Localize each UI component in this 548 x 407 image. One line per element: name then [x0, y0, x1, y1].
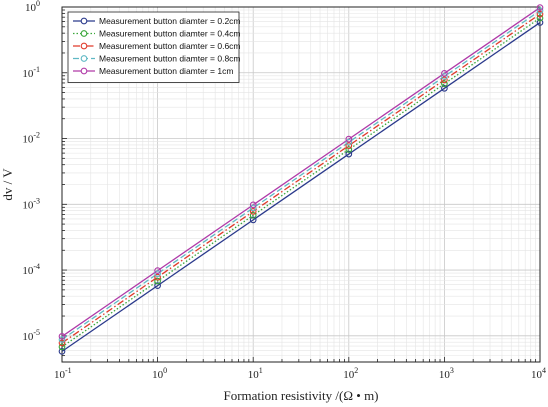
- series-3-point: [536, 10, 544, 18]
- legend: Measurement button diamter = 0.2cm Measur…: [67, 11, 241, 83]
- legend-label-4: Measurement button diamter = 0.8cm: [99, 54, 241, 64]
- series-1-point: [441, 84, 448, 92]
- series-2-point: [345, 146, 353, 153]
- y-tick-label: 10-5: [22, 328, 40, 343]
- x-axis-title: Formation resistivity /(Ω • m): [223, 388, 378, 403]
- series-3-point: [58, 339, 66, 347]
- x-tick-label: 103: [439, 366, 454, 381]
- series-5-point: [58, 333, 66, 340]
- series-5-point: [249, 201, 257, 209]
- x-tick-label: 104: [531, 366, 546, 381]
- x-tick-labels: 10-1 100 101 102 103 104: [54, 366, 546, 381]
- series-markers: [58, 4, 544, 355]
- series-2-point: [154, 277, 161, 285]
- y-axis-title: dv / V: [0, 168, 15, 201]
- series-5-point: [536, 4, 544, 11]
- legend-marker-2: [80, 30, 88, 37]
- legend-box: [67, 11, 240, 83]
- series-line-2: [61, 17, 541, 348]
- series-4-point: [441, 73, 448, 80]
- series-2-point: [536, 14, 544, 22]
- series-2-point: [249, 211, 257, 219]
- series-lines: [61, 7, 541, 352]
- legend-marker-3: [80, 42, 88, 50]
- series-4-point: [536, 7, 544, 15]
- series-line-4: [61, 10, 541, 341]
- x-tick-label: 102: [343, 366, 358, 381]
- series-line-1: [61, 22, 541, 352]
- series-4-point: [249, 204, 257, 212]
- series-3-point: [154, 273, 161, 281]
- series-1-point: [249, 216, 257, 224]
- y-tick-label: 10-3: [22, 196, 40, 211]
- legend-label-3: Measurement button diamter = 0.6cm: [99, 41, 241, 51]
- series-1-point: [536, 19, 544, 26]
- legend-marker-1: [80, 17, 88, 25]
- x-tick-label: 100: [152, 366, 167, 381]
- series-4-point: [154, 270, 161, 278]
- legend-label-5: Measurement button diamter = 1cm: [99, 66, 233, 76]
- series-1-point: [58, 348, 66, 355]
- series-3-point: [441, 76, 448, 84]
- y-tick-label: 10-1: [22, 65, 40, 80]
- y-tick-label: 100: [25, 0, 40, 14]
- y-tick-label: 10-2: [22, 131, 40, 146]
- y-tick-label: 10-4: [22, 262, 40, 277]
- series-1-point: [345, 150, 353, 158]
- legend-label-1: Measurement button diamter = 0.2cm: [99, 16, 241, 26]
- series-2-point: [441, 80, 448, 88]
- series-2-point: [58, 343, 66, 351]
- series-4-point: [58, 336, 66, 343]
- series-5-point: [345, 135, 353, 143]
- series-5-point: [154, 267, 161, 274]
- series-3-point: [345, 142, 353, 149]
- legend-label-2: Measurement button diamter = 0.4cm: [99, 29, 241, 39]
- legend-marker-4: [80, 55, 88, 62]
- legend-marker-5: [80, 67, 88, 75]
- series-4-point: [345, 138, 353, 146]
- series-5-point: [441, 69, 448, 77]
- x-tick-label: 101: [248, 366, 263, 381]
- series-line-5: [61, 7, 541, 337]
- y-tick-labels: 10-5 10-4 10-3 10-2 10-1 100: [22, 0, 40, 343]
- series-3-point: [249, 208, 257, 215]
- series-line-3: [61, 13, 541, 344]
- series-1-point: [154, 282, 161, 289]
- x-tick-label: 10-1: [54, 366, 72, 381]
